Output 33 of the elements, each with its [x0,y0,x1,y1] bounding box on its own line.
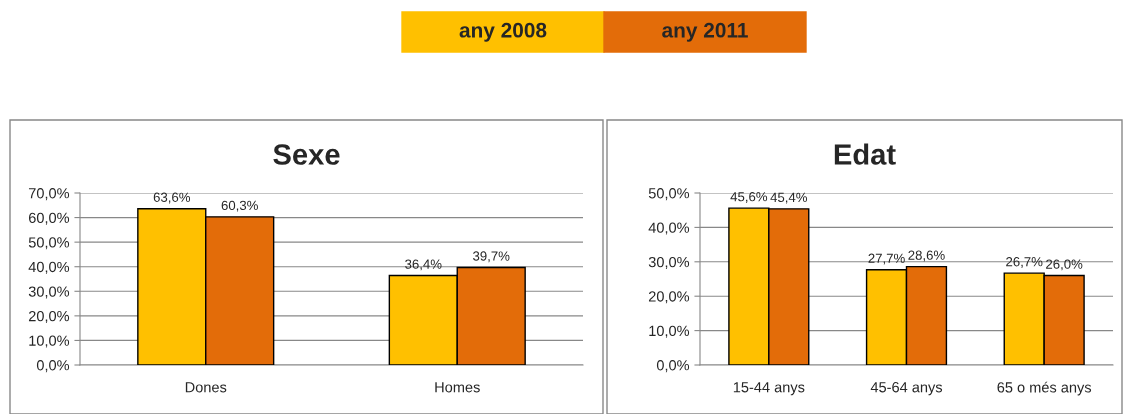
y-tick-label: 0,0% [656,360,690,373]
y-tick-label: 10,0% [29,335,70,348]
data-label: 26,7% [1006,257,1043,268]
x-tick-label: 45-64 anys [870,382,943,396]
y-tick-label: 70,0% [28,188,70,201]
y-tick-label: 20,0% [648,291,690,304]
y-tick-label: 40,0% [28,261,70,274]
text: any 2011 [662,22,748,42]
data-label: 63,6% [153,192,191,204]
x-tick-label: Dones [185,382,227,393]
y-tick-label: 50,0% [648,188,690,201]
data-label: 45,4% [770,192,808,204]
chart-title: Edat [834,143,896,165]
text: any 2008 [459,22,547,42]
x-tick-label: Homes [435,382,480,393]
data-label: 28,6% [908,250,945,262]
y-tick-label: 10,0% [649,325,690,338]
data-label: 45,6% [730,192,768,203]
x-tick-label: 15-44 anys [733,382,805,396]
y-tick-label: 30,0% [28,286,70,299]
data-label: 26,0% [1046,259,1083,271]
data-label: 39,7% [473,251,510,263]
chart-title: Sexe [273,144,340,165]
y-tick-label: 0,0% [36,360,70,373]
data-label: 36,4% [405,259,442,271]
data-label: 60,3% [221,200,258,212]
y-tick-label: 30,0% [648,256,690,269]
x-tick-label: 65 o més anys [997,381,1092,396]
y-tick-label: 50,0% [28,237,70,250]
y-tick-label: 60,0% [28,212,70,225]
y-tick-label: 20,0% [28,310,70,324]
data-label: 27,7% [868,253,905,265]
y-tick-label: 40,0% [648,222,690,235]
